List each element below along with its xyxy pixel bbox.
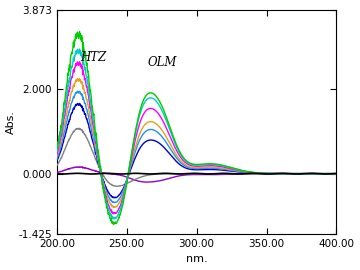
- X-axis label: nm.: nm.: [186, 254, 207, 264]
- Y-axis label: Abs.: Abs.: [5, 110, 15, 134]
- Text: OLM: OLM: [148, 56, 177, 69]
- Text: HTZ: HTZ: [81, 51, 107, 64]
